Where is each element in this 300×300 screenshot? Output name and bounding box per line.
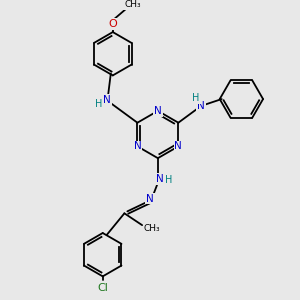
Text: Cl: Cl (97, 283, 108, 293)
Text: N: N (175, 141, 182, 151)
Text: N: N (146, 194, 154, 203)
Text: CH₃: CH₃ (124, 0, 141, 9)
Text: N: N (134, 141, 141, 151)
Text: CH₃: CH₃ (144, 224, 160, 232)
Text: H: H (192, 93, 200, 103)
Text: O: O (108, 19, 117, 29)
Text: N: N (156, 174, 164, 184)
Text: N: N (197, 101, 205, 111)
Text: N: N (103, 95, 111, 105)
Text: H: H (95, 99, 103, 109)
Text: N: N (154, 106, 162, 116)
Text: H: H (165, 175, 172, 185)
